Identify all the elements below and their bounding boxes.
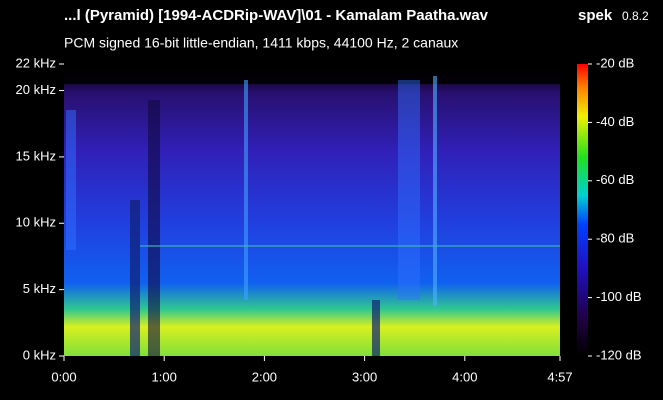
colorbar [577, 64, 588, 356]
y-tick-label: 22 kHz [16, 55, 56, 70]
colorbar-tick-label: -120 dB [596, 347, 642, 362]
y-tick-label: 5 kHz [23, 281, 56, 296]
app-version: 0.8.2 [622, 9, 649, 23]
x-tick-label: 0:00 [51, 369, 76, 384]
x-tick-label: 1:00 [152, 369, 177, 384]
y-tick-label: 0 kHz [23, 347, 56, 362]
x-tick-label: 4:57 [547, 369, 572, 384]
spectrogram [64, 64, 560, 356]
y-tick-label: 20 kHz [16, 82, 56, 97]
colorbar-tick-label: -20 dB [596, 55, 634, 70]
x-tick-label: 4:00 [452, 369, 477, 384]
chart-subtitle: PCM signed 16-bit little-endian, 1411 kb… [64, 35, 458, 51]
y-tick-label: 15 kHz [16, 148, 56, 163]
x-tick-label: 3:00 [352, 369, 377, 384]
y-tick-label: 10 kHz [16, 215, 56, 230]
colorbar-tick-label: -100 dB [596, 289, 642, 304]
colorbar-tick-label: -80 dB [596, 231, 634, 246]
app-name: spek [578, 7, 613, 24]
colorbar-tick-label: -40 dB [596, 114, 634, 129]
colorbar-tick-label: -60 dB [596, 172, 634, 187]
chart-title: ...l (Pyramid) [1994-ACDRip-WAV]\01 - Ka… [64, 7, 489, 24]
x-tick-label: 2:00 [252, 369, 277, 384]
